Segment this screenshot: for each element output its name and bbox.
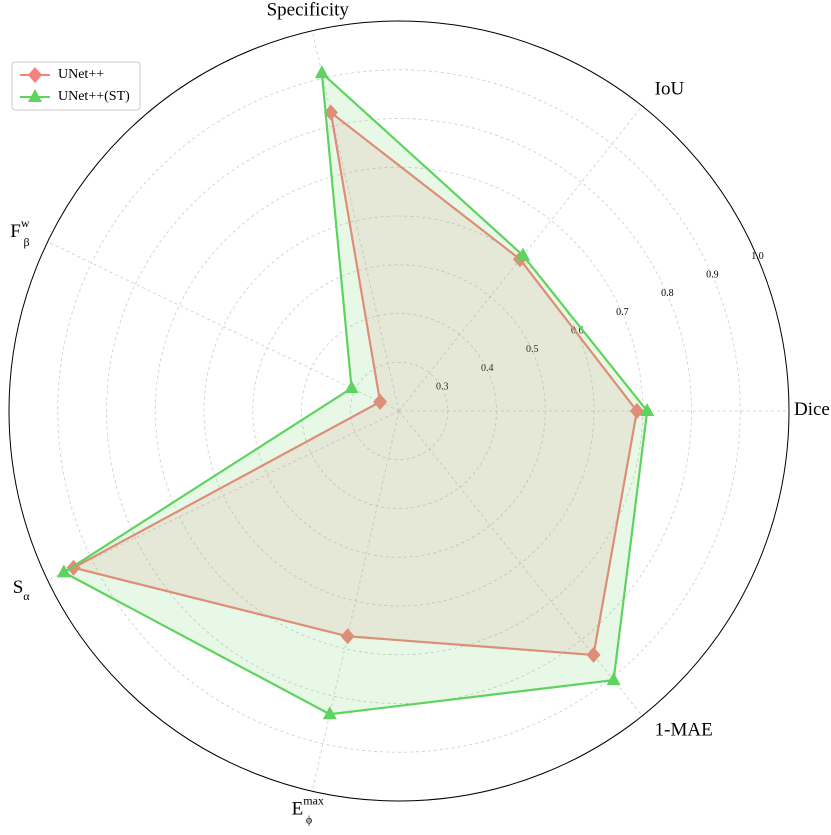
outer-circle xyxy=(8,20,790,802)
marker xyxy=(28,67,42,83)
axis-label-sub: ϕ xyxy=(306,812,312,826)
r-tick-label: 1.0 xyxy=(751,251,764,262)
legend-label: UNet++(ST) xyxy=(58,89,130,104)
axis-label: 1-MAE xyxy=(655,720,713,741)
axis-label-sub: β xyxy=(23,235,29,249)
spoke xyxy=(47,410,400,581)
marker xyxy=(586,646,601,663)
axis-label-sub: α xyxy=(23,589,30,603)
marker xyxy=(314,65,329,79)
marker xyxy=(629,403,644,419)
marker xyxy=(322,706,337,720)
marker xyxy=(606,672,621,686)
axis-label: Dice xyxy=(794,399,830,420)
axis-label: Specificity xyxy=(267,0,350,21)
spoke xyxy=(311,410,400,792)
grid-circle xyxy=(57,69,741,753)
marker xyxy=(373,393,388,410)
spoke xyxy=(311,30,400,412)
marker xyxy=(640,403,655,416)
spoke xyxy=(398,410,643,717)
axis-label-main: 1-MAE xyxy=(655,720,713,741)
r-tick-label: 0.3 xyxy=(436,381,449,392)
r-tick-label: 0.4 xyxy=(481,363,494,374)
axis-label-main: S xyxy=(13,577,24,598)
marker xyxy=(344,380,359,394)
grid-circle xyxy=(106,118,692,704)
r-tick-label: 0.7 xyxy=(616,307,629,318)
axis-label-main: Specificity xyxy=(267,0,350,21)
r-tick-label: 0.8 xyxy=(661,288,674,299)
axis-label: Emax ϕ xyxy=(292,793,324,826)
axis-label-main: Dice xyxy=(794,399,830,420)
marker xyxy=(516,247,531,261)
axis-label-sup: w xyxy=(21,216,30,230)
r-tick-label: 0.6 xyxy=(571,325,584,336)
marker xyxy=(323,104,338,121)
legend-label: UNet++ xyxy=(58,67,104,82)
marker xyxy=(28,89,42,102)
r-tick-label: 0.9 xyxy=(706,269,719,280)
axis-label: Fw β xyxy=(10,216,30,249)
marker xyxy=(56,564,71,578)
series-area xyxy=(61,70,649,716)
axis-label-main: F xyxy=(10,221,21,242)
axis-label-main: E xyxy=(292,799,304,820)
marker xyxy=(340,628,355,645)
series-area xyxy=(70,109,639,657)
axis-label: IoU xyxy=(655,79,685,100)
axis-label: Sα xyxy=(13,577,31,602)
axis-label-main: IoU xyxy=(655,79,685,100)
r-tick-label: 0.5 xyxy=(526,344,539,355)
axis-label-sup: max xyxy=(303,793,324,807)
spoke xyxy=(47,241,400,412)
